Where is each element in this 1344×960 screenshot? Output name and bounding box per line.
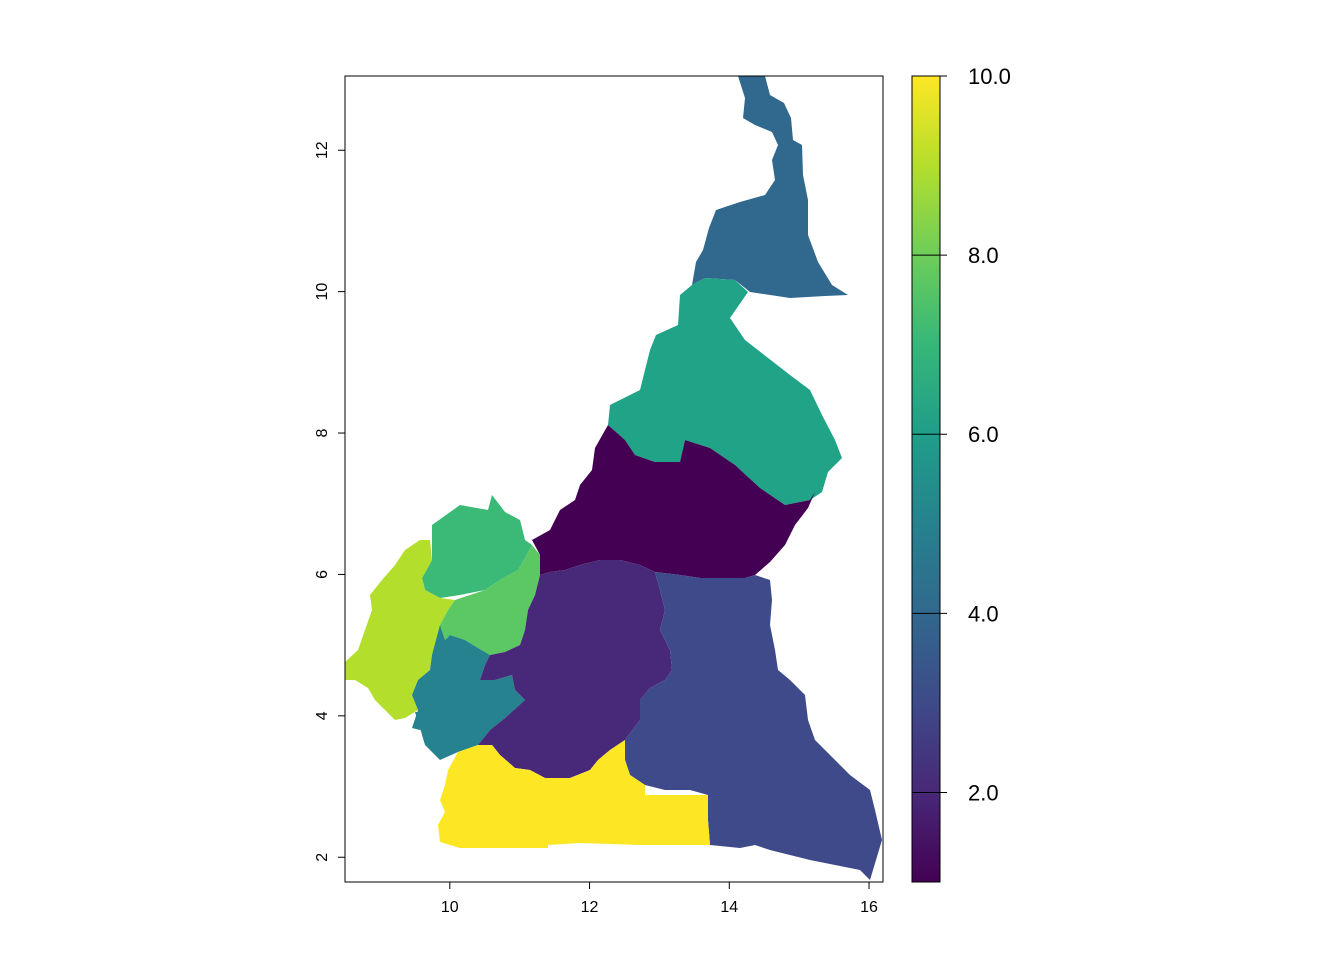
- region-east[interactable]: [625, 572, 882, 880]
- x-axis: 10 12 14 16: [441, 882, 878, 916]
- y-tick-label: 2: [314, 853, 331, 862]
- y-tick-label: 4: [314, 711, 331, 720]
- y-tick-label: 10: [314, 283, 331, 301]
- x-tick-label: 16: [860, 899, 878, 916]
- region-north[interactable]: [608, 278, 842, 505]
- y-tick-label: 12: [314, 141, 331, 159]
- region-centre[interactable]: [478, 560, 672, 778]
- legend-tick-label: 10.0: [968, 64, 1011, 89]
- y-tick-label: 8: [314, 428, 331, 437]
- legend-tick-label: 4.0: [968, 601, 999, 626]
- region-northwest[interactable]: [422, 495, 532, 598]
- region-littoral[interactable]: [412, 625, 525, 760]
- legend-colorbar: [911, 75, 941, 883]
- map-regions: [345, 76, 882, 880]
- legend-tick-label: 6.0: [968, 422, 999, 447]
- y-axis: 2 4 6 8 10 12: [314, 141, 345, 862]
- region-southwest[interactable]: [345, 540, 455, 720]
- region-far-north[interactable]: [692, 76, 848, 298]
- x-tick-label: 14: [720, 899, 738, 916]
- legend-tick-label: 2.0: [968, 780, 999, 805]
- x-tick-label: 12: [581, 899, 599, 916]
- plot-frame: [344, 75, 884, 883]
- region-adamawa[interactable]: [532, 425, 815, 578]
- x-tick-label: 10: [441, 899, 459, 916]
- region-west[interactable]: [440, 545, 540, 655]
- y-tick-label: 6: [314, 570, 331, 579]
- region-south[interactable]: [438, 740, 710, 848]
- color-legend: 2.0 4.0 6.0 8.0 10.0: [911, 64, 1011, 883]
- legend-tick-label: 8.0: [968, 243, 999, 268]
